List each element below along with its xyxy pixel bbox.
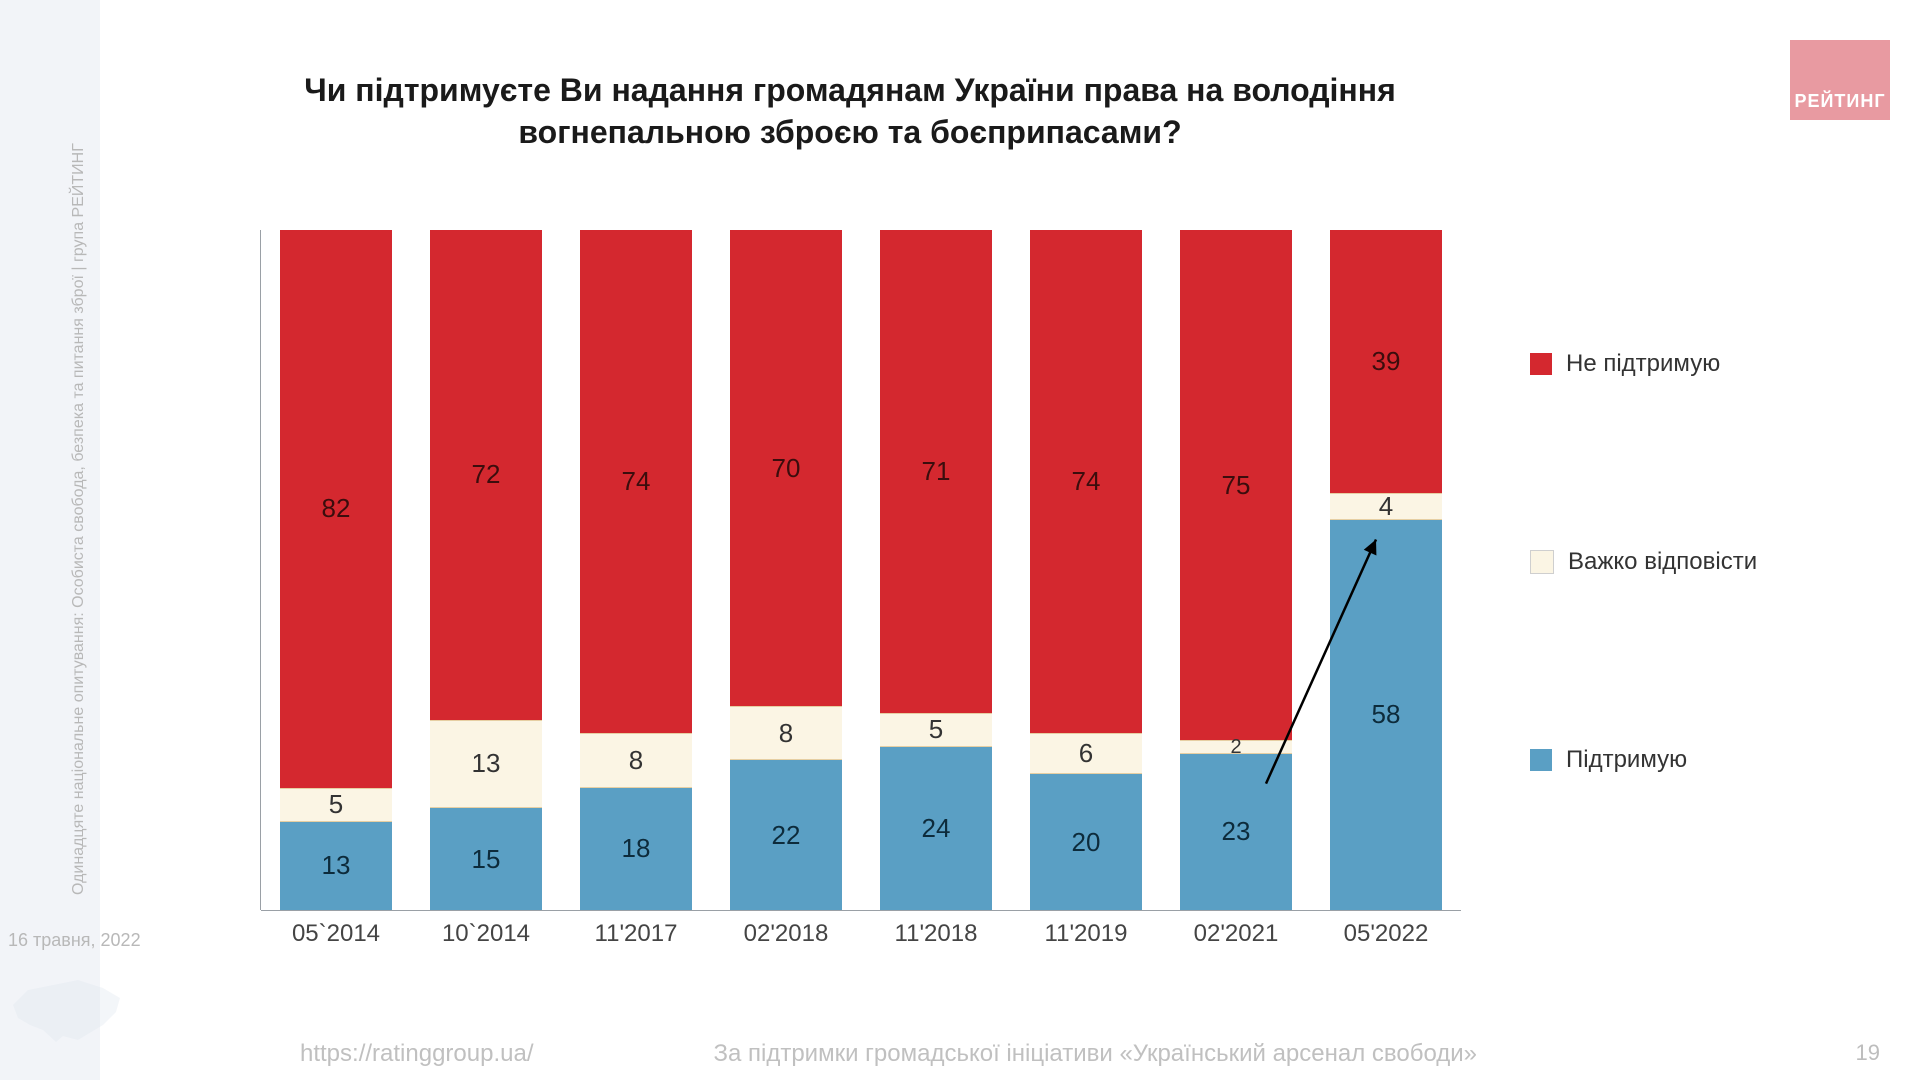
bar-segment: 39 <box>1330 230 1442 493</box>
legend-swatch-no <box>1530 353 1552 375</box>
stacked-bar-chart: 8251372131574818708227152474620752233945… <box>260 230 1461 910</box>
bar-segment: 74 <box>580 230 692 733</box>
bar-group: 721315 <box>430 230 542 910</box>
legend-label-yes: Підтримую <box>1566 746 1687 774</box>
bar-group: 82513 <box>280 230 392 910</box>
legend-label-no: Не підтримую <box>1566 350 1720 378</box>
legend-swatch-hard <box>1530 550 1554 574</box>
bar-segment: 6 <box>1030 733 1142 774</box>
bar-segment: 8 <box>730 706 842 760</box>
legend-label-hard: Важко відповісти <box>1568 548 1757 576</box>
bar-group: 70822 <box>730 230 842 910</box>
bar-segment: 15 <box>430 808 542 910</box>
bar-segment: 18 <box>580 788 692 910</box>
bar-segment: 22 <box>730 760 842 910</box>
bar-segment: 13 <box>280 822 392 910</box>
footer-note: За підтримки громадської ініціативи «Укр… <box>713 1040 1477 1068</box>
bar-segment: 2 <box>1180 740 1292 754</box>
bar-segment: 82 <box>280 230 392 788</box>
x-axis-label: 05'2022 <box>1330 920 1442 960</box>
bar-segment: 5 <box>280 788 392 822</box>
side-caption: Одинадцяте національне опитування: Особи… <box>70 143 88 895</box>
legend-item-no: Не підтримую <box>1530 350 1757 378</box>
legend-item-yes: Підтримую <box>1530 746 1757 774</box>
x-axis-label: 05`2014 <box>280 920 392 960</box>
x-axis-label: 11'2019 <box>1030 920 1142 960</box>
bar-group: 74620 <box>1030 230 1142 910</box>
bar-group: 75223 <box>1180 230 1292 910</box>
bar-segment: 20 <box>1030 774 1142 910</box>
legend: Не підтримую Важко відповісти Підтримую <box>1530 350 1757 774</box>
bar-segment: 4 <box>1330 493 1442 520</box>
x-axis-label: 02'2018 <box>730 920 842 960</box>
x-axis-label: 02'2021 <box>1180 920 1292 960</box>
bar-group: 74818 <box>580 230 692 910</box>
bar-segment: 75 <box>1180 230 1292 740</box>
legend-swatch-yes <box>1530 749 1552 771</box>
bar-segment: 24 <box>880 747 992 910</box>
bar-segment: 8 <box>580 733 692 787</box>
rating-logo: РЕЙТИНГ <box>1790 40 1890 120</box>
x-axis-label: 11'2017 <box>580 920 692 960</box>
footer: https://ratinggroup.ua/ За підтримки гро… <box>300 1040 1800 1068</box>
legend-item-hard: Важко відповісти <box>1530 548 1757 576</box>
x-axis-label: 11'2018 <box>880 920 992 960</box>
bar-group: 39458 <box>1330 230 1442 910</box>
ukraine-map-icon <box>8 970 128 1050</box>
footer-url: https://ratinggroup.ua/ <box>300 1040 533 1068</box>
x-axis-label: 10`2014 <box>430 920 542 960</box>
bar-segment: 74 <box>1030 230 1142 733</box>
bar-segment: 23 <box>1180 754 1292 910</box>
page-number: 19 <box>1856 1040 1880 1066</box>
bar-segment: 58 <box>1330 520 1442 910</box>
bar-segment: 72 <box>430 230 542 720</box>
bar-group: 71524 <box>880 230 992 910</box>
chart-title: Чи підтримуєте Ви надання громадянам Укр… <box>220 70 1480 153</box>
bar-segment: 5 <box>880 713 992 747</box>
bar-segment: 71 <box>880 230 992 713</box>
bar-segment: 13 <box>430 720 542 808</box>
rating-logo-text: РЕЙТИНГ <box>1794 91 1885 112</box>
bar-segment: 70 <box>730 230 842 706</box>
report-date: 16 травня, 2022 <box>8 930 141 951</box>
